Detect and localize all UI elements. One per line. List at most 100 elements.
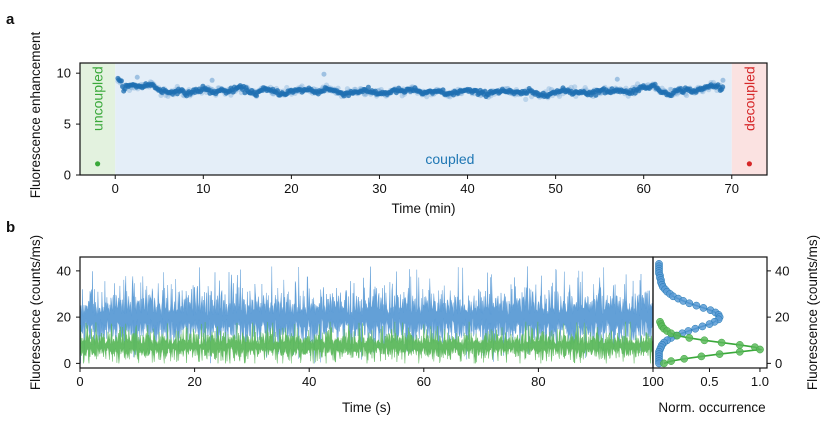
- region-label-uncoupled: uncoupled: [90, 66, 106, 131]
- data-point-outlier: [134, 74, 140, 80]
- panel-a-x-ticks: 0 10 20 30 40 50 60 70: [112, 175, 739, 196]
- region-label-decoupled: decoupled: [741, 66, 757, 131]
- x-tick-label: 60: [417, 374, 431, 389]
- data-point-halo: [556, 93, 563, 99]
- panel-a-x-label: Time (min): [392, 201, 456, 216]
- data-point: [652, 81, 658, 87]
- x-tick-label: 40: [460, 181, 474, 196]
- histogram-point: [680, 354, 689, 363]
- data-point-halo: [572, 84, 578, 90]
- data-point-outlier: [321, 71, 327, 77]
- panel-a-regions: [80, 63, 767, 175]
- y-tick-label: 0: [64, 356, 71, 371]
- x-tick-label: 0: [76, 374, 83, 389]
- data-point: [593, 92, 599, 98]
- y-tick-label: 40: [775, 263, 789, 278]
- histogram-x-ticks: 0.5 1.0: [700, 368, 769, 389]
- histogram-y-ticks: 0 20 40: [767, 263, 789, 371]
- y-tick-label: 5: [64, 117, 71, 132]
- panel-b-histogram: 0.5 1.0 0 20 40 Norm. occurrence Fluorescen…: [652, 235, 820, 415]
- panel-a-region-labels: uncoupled coupled decoupled: [90, 66, 758, 167]
- panel-b-x-label: Time (s): [342, 400, 391, 415]
- region-decoupled: [731, 63, 767, 175]
- y-tick-label: 20: [775, 310, 789, 325]
- data-point: [118, 78, 124, 84]
- histogram-x-label: Norm. occurrence: [658, 400, 765, 415]
- region-label-coupled: coupled: [425, 151, 474, 167]
- trace-band: [80, 321, 653, 364]
- x-tick-label: 100: [642, 374, 664, 389]
- data-point-halo: [344, 86, 350, 92]
- data-point: [275, 88, 280, 94]
- histogram-point: [685, 334, 694, 342]
- data-point-halo: [667, 86, 673, 92]
- panel-letter-a: a: [6, 11, 15, 28]
- x-tick-label: 60: [636, 181, 650, 196]
- panel-a-y-label: Fluorescence enhancement: [28, 31, 43, 198]
- histogram-point: [685, 299, 694, 308]
- data-point: [365, 84, 371, 90]
- region-coupled: [115, 63, 732, 175]
- histogram-point: [699, 304, 708, 312]
- histogram-point: [700, 336, 709, 345]
- x-tick-label: 10: [196, 181, 210, 196]
- data-point-outlier: [720, 77, 726, 83]
- histogram-point: [697, 352, 706, 361]
- y-tick-label: 20: [57, 310, 71, 325]
- data-point: [720, 84, 726, 90]
- histogram-point: [673, 331, 682, 340]
- y-tick-label: 40: [57, 263, 71, 278]
- histogram-point: [735, 347, 744, 356]
- x-tick-label: 1.0: [751, 374, 769, 389]
- histogram-frame: [652, 256, 768, 369]
- data-point-halo: [424, 94, 430, 100]
- histogram-point: [698, 322, 707, 331]
- data-point-halo: [684, 92, 690, 99]
- y-tick-label: 0: [775, 356, 782, 371]
- data-point-halo: [523, 96, 529, 102]
- y-tick-label: 10: [57, 66, 71, 81]
- y-tick-label: 0: [64, 168, 71, 183]
- data-point: [122, 86, 128, 92]
- histogram-point: [691, 324, 700, 333]
- panel-letter-b: b: [6, 219, 15, 236]
- x-tick-label: 20: [284, 181, 298, 196]
- histogram-point: [715, 350, 724, 358]
- panel-a-y-ticks: 0 5 10: [57, 66, 80, 183]
- histogram-point: [717, 338, 726, 347]
- x-tick-label: 80: [531, 374, 545, 389]
- histogram-fit-line: [659, 321, 763, 365]
- data-point-halo: [568, 84, 574, 90]
- panel-a-points: [115, 71, 726, 102]
- histogram-curves: [655, 260, 764, 368]
- histogram-point: [735, 341, 744, 349]
- panel-b: b 0 20 40 60 80 100 0 20 40 Time (s) Fluorescen…: [6, 219, 664, 415]
- x-tick-label: 0: [112, 181, 119, 196]
- x-tick-label: 40: [302, 374, 316, 389]
- histogram-point: [692, 301, 701, 310]
- data-point: [440, 87, 446, 93]
- data-point-halo: [546, 86, 552, 92]
- x-tick-label: 20: [187, 374, 201, 389]
- data-point-outlier: [209, 77, 215, 83]
- panel-a-frame: [79, 62, 768, 176]
- histogram-point: [660, 359, 668, 368]
- panel-b-y-ticks: 0 20 40: [57, 263, 80, 371]
- histogram-point: [705, 320, 714, 328]
- region-marker-uncoupled: [95, 161, 101, 167]
- histogram-point: [667, 357, 675, 365]
- panel-b-y-label: Fluorescence (counts/ms): [28, 235, 43, 390]
- data-point-outlier: [614, 76, 620, 82]
- data-point-halo: [126, 87, 133, 93]
- histogram-y-label: Fluorescence (counts/ms): [805, 235, 820, 390]
- region-marker-decoupled: [746, 161, 752, 167]
- x-tick-label: 70: [725, 181, 739, 196]
- panel-b-x-ticks: 0 20 40 60 80 100: [76, 368, 664, 389]
- histogram-point: [756, 345, 764, 354]
- x-tick-label: 0.5: [700, 374, 718, 389]
- x-tick-label: 30: [372, 181, 386, 196]
- x-tick-label: 50: [548, 181, 562, 196]
